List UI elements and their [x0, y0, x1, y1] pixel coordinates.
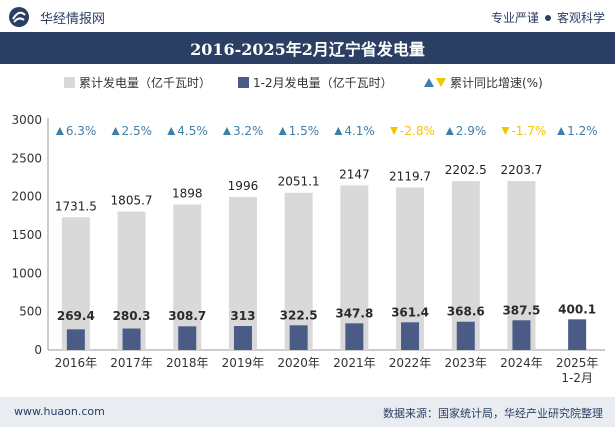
- bar-monthly: [345, 323, 364, 350]
- x-tick-label: 2016年: [55, 356, 98, 370]
- legend-label-cumulative: 累计发电量（亿千瓦时）: [79, 76, 212, 90]
- bar-cumulative: [61, 217, 90, 350]
- growth-up-triangle: [111, 127, 120, 135]
- slogan-right: 客观科学: [556, 11, 605, 25]
- growth-up-triangle: [167, 127, 176, 135]
- data-label-cumulative: 2119.7: [389, 169, 431, 183]
- legend-swatch-cumulative: [64, 77, 75, 88]
- growth-up-triangle: [334, 127, 343, 135]
- growth-down-triangle: [501, 127, 510, 135]
- bar-monthly: [289, 325, 308, 350]
- x-tick-label: 2021年: [333, 356, 376, 370]
- bar-cumulative: [173, 204, 202, 350]
- legend-item-monthly: 1-2月发电量（亿千瓦时）: [238, 74, 393, 91]
- bar-monthly: [456, 321, 475, 350]
- growth-up-triangle: [445, 127, 454, 135]
- title-bar: 2016-2025年2月辽宁省发电量: [0, 32, 615, 64]
- brand-name: 华经情报网: [40, 12, 106, 27]
- growth-label: 2.9%: [456, 124, 487, 138]
- data-label-monthly: 368.6: [447, 305, 485, 319]
- bar-monthly: [66, 329, 85, 350]
- slogan: 专业严谨 客观科学: [491, 9, 605, 26]
- data-label-cumulative: 2051.1: [278, 175, 320, 189]
- legend-up-triangle-icon: [424, 78, 434, 87]
- y-tick-label: 0: [34, 343, 42, 357]
- data-label-monthly: 280.3: [113, 309, 151, 323]
- x-tick-label: 2018年: [166, 356, 209, 370]
- growth-up-triangle: [55, 127, 64, 135]
- legend-item-cumulative: 累计发电量（亿千瓦时）: [64, 74, 211, 91]
- legend-swatch-monthly: [238, 77, 249, 88]
- growth-label: 1.2%: [567, 124, 598, 138]
- data-label-monthly: 387.5: [502, 303, 540, 317]
- bar-monthly: [233, 326, 252, 350]
- data-label-monthly: 322.5: [280, 308, 318, 322]
- data-label-cumulative: 1996: [228, 179, 259, 193]
- bar-cumulative: [340, 185, 369, 350]
- y-tick-label: 1500: [11, 228, 42, 242]
- y-tick-label: 2000: [11, 190, 42, 204]
- legend-label-growth: 累计同比增速(%): [450, 76, 543, 90]
- growth-label: -2.8%: [400, 124, 435, 138]
- data-label-cumulative: 1731.5: [55, 199, 97, 213]
- y-tick-label: 500: [19, 305, 42, 319]
- growth-up-triangle: [222, 127, 231, 135]
- bar-monthly: [122, 328, 141, 350]
- legend: 累计发电量（亿千瓦时） 1-2月发电量（亿千瓦时） 累计同比增速(%): [0, 70, 615, 92]
- data-label-cumulative: 1805.7: [111, 194, 153, 208]
- y-tick-label: 2500: [11, 151, 42, 165]
- x-tick-label: 2020年: [277, 356, 320, 370]
- data-label-cumulative: 1898: [172, 186, 203, 200]
- growth-down-triangle: [390, 127, 399, 135]
- slogan-dot-icon: [544, 15, 551, 21]
- x-tick-label: 2022年: [389, 356, 432, 370]
- growth-label: -1.7%: [511, 124, 546, 138]
- growth-label: 1.5%: [289, 124, 320, 138]
- y-tick-label: 3000: [11, 113, 42, 127]
- bar-cumulative: [284, 192, 313, 350]
- data-label-monthly: 347.8: [335, 306, 373, 320]
- x-tick-label: 2024年: [500, 356, 543, 370]
- data-label-monthly: 308.7: [168, 309, 206, 323]
- x-tick-label: 2023年: [444, 356, 487, 370]
- data-label-cumulative: 2147: [339, 167, 370, 181]
- bar-chart: 0 500 1000 1500 2000 2500 3000 1731.5 1805.7 1898…: [11, 113, 605, 385]
- data-label-monthly: 313: [230, 309, 255, 323]
- growth-up-triangle: [557, 127, 566, 135]
- footer-website: www.huaon.com: [14, 405, 105, 418]
- slogan-left: 专业严谨: [490, 11, 539, 25]
- data-label-monthly: 361.4: [391, 305, 429, 319]
- huajing-logo-icon: [9, 7, 29, 27]
- growth-label: 3.2%: [233, 124, 264, 138]
- bar-monthly: [178, 326, 197, 350]
- legend-item-growth: 累计同比增速(%): [424, 74, 543, 91]
- legend-label-monthly: 1-2月发电量（亿千瓦时）: [253, 76, 393, 90]
- growth-label: 4.1%: [344, 124, 375, 138]
- x-tick-label: 2025年 1-2月: [556, 356, 599, 385]
- bar-monthly: [568, 319, 587, 350]
- growth-label: 4.5%: [177, 124, 208, 138]
- bar-cumulative: [228, 196, 257, 350]
- growth-up-triangle: [278, 127, 287, 135]
- top-bar: 华经情报网 专业严谨 客观科学: [0, 0, 615, 32]
- y-tick-label: 1000: [11, 266, 42, 280]
- data-label-cumulative: 2202.5: [445, 163, 487, 177]
- data-label-cumulative: 2203.7: [500, 163, 542, 177]
- bar-cumulative: [117, 211, 146, 350]
- bar-monthly: [512, 320, 531, 350]
- footer-source: 数据来源：国家统计局，华经产业研究院整理: [383, 407, 603, 420]
- bar-monthly: [401, 322, 420, 350]
- legend-down-triangle-icon: [436, 78, 446, 87]
- growth-label: 2.5%: [122, 124, 153, 138]
- growth-label: 6.3%: [66, 124, 97, 138]
- footer: www.huaon.com 数据来源：国家统计局，华经产业研究院整理: [0, 397, 615, 427]
- chart-title: 2016-2025年2月辽宁省发电量: [190, 40, 425, 59]
- x-tick-label: 2017年: [110, 356, 153, 370]
- data-label-monthly: 269.4: [57, 309, 95, 323]
- x-tick-label: 2019年: [222, 356, 265, 370]
- data-label-monthly: 400.1: [558, 302, 596, 316]
